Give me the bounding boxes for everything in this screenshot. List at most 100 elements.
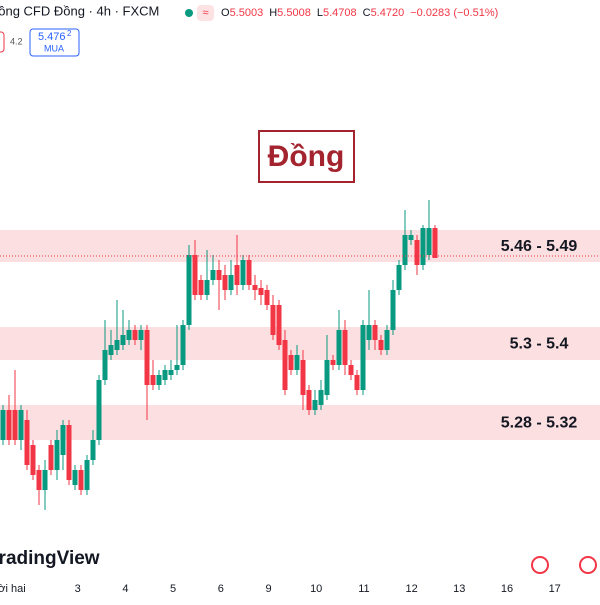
candle-body xyxy=(354,375,360,390)
candles xyxy=(0,200,438,510)
candle-body xyxy=(150,375,156,385)
candle-body xyxy=(18,410,24,440)
candle-body xyxy=(390,290,396,330)
badge xyxy=(197,5,214,21)
candle-body xyxy=(108,345,114,355)
candle-body xyxy=(114,340,120,350)
candle-body xyxy=(78,470,84,490)
zone-label: 5.46 - 5.49 xyxy=(501,238,578,255)
candle-body xyxy=(36,470,42,490)
ohlc-value: 5.5008 xyxy=(277,7,311,19)
candle-body xyxy=(144,330,150,385)
market-open-dot xyxy=(185,9,193,17)
event-flag[interactable] xyxy=(579,556,597,574)
candle-body xyxy=(426,228,432,255)
candle-body xyxy=(180,325,186,365)
buy-box[interactable] xyxy=(29,28,80,57)
candle-body xyxy=(282,340,288,390)
candle-body xyxy=(234,265,240,285)
candle-body xyxy=(102,350,108,380)
candle-body xyxy=(186,255,192,325)
time-label: 9 xyxy=(265,583,271,595)
candle-body xyxy=(84,460,90,490)
candle-body xyxy=(210,270,216,280)
candle-body xyxy=(72,470,78,485)
time-label: 17 xyxy=(549,583,561,595)
candle-body xyxy=(276,305,282,345)
candle-body xyxy=(228,275,234,290)
ohlc-value: −0.0283 (−0.51%) xyxy=(410,7,498,19)
candle-body xyxy=(60,425,66,455)
time-label: 16 xyxy=(501,583,513,595)
annotation-box xyxy=(258,130,355,183)
ohlc-value: 5.4720 xyxy=(371,7,405,19)
candle-body xyxy=(324,360,330,395)
candle-body xyxy=(264,290,270,305)
candle-body xyxy=(402,235,408,265)
candle-body xyxy=(300,360,306,395)
badge-icon: ≈ xyxy=(202,7,208,19)
candle-body xyxy=(192,255,198,295)
candle-body xyxy=(408,235,414,240)
time-label: 6 xyxy=(218,583,224,595)
time-axis: ời hai 3 4 5 6 9 10 11 12 13 16 17 xyxy=(0,583,561,595)
candle-body xyxy=(24,420,30,465)
buy-label: MUA xyxy=(44,43,64,53)
zones: 5.46 - 5.49 5.3 - 5.4 5.28 - 5.32 xyxy=(0,230,600,440)
candle-body xyxy=(342,330,348,365)
candle-body xyxy=(42,470,48,490)
ohlc-label: C xyxy=(363,7,371,19)
candle-body xyxy=(168,370,174,375)
candle-body xyxy=(294,355,300,370)
candle-body xyxy=(252,285,258,290)
candle-body xyxy=(156,375,162,385)
candle-body xyxy=(30,445,36,475)
time-label: ời hai xyxy=(0,583,26,595)
candle-body xyxy=(12,410,18,440)
candle-body xyxy=(54,440,60,470)
zone xyxy=(0,327,600,360)
candle-body xyxy=(318,390,324,405)
candle-body xyxy=(306,390,312,410)
candle-body xyxy=(216,270,222,280)
candle-body xyxy=(126,330,132,340)
logo: TradingView xyxy=(0,548,100,569)
sell-box xyxy=(0,31,5,53)
time-label: 13 xyxy=(453,583,465,595)
candle-body xyxy=(414,240,420,265)
candle-body xyxy=(348,365,354,375)
candle-body xyxy=(270,305,276,335)
time-label: 5 xyxy=(170,583,176,595)
zone xyxy=(0,230,600,262)
candle-body xyxy=(162,370,168,380)
candle-body xyxy=(198,280,204,295)
candle-body xyxy=(258,288,264,295)
candle-body xyxy=(6,410,12,440)
annotation: Đồng xyxy=(268,140,345,173)
candle-body xyxy=(336,330,342,365)
candle-body xyxy=(378,340,384,350)
zone-label: 5.28 - 5.32 xyxy=(501,415,578,432)
candle-body xyxy=(90,440,96,460)
spread: 4.2 xyxy=(10,36,23,46)
time-label: 12 xyxy=(405,583,417,595)
ohlc-value: 5.4708 xyxy=(323,7,357,19)
ohlc-label: O xyxy=(221,7,230,19)
candle-body xyxy=(66,425,72,480)
ohlc-label: H xyxy=(269,7,277,19)
ohlc: O5.5003 H5.5008 L5.4708 C5.4720 −0.0283 (−0.… xyxy=(221,7,498,19)
time-label: 11 xyxy=(358,583,369,595)
candle-body xyxy=(420,228,426,265)
event-flag[interactable] xyxy=(531,556,549,574)
candle-body xyxy=(312,400,318,410)
candle-body xyxy=(372,325,378,340)
buy-price-sup: 2 xyxy=(67,29,72,38)
candle-body xyxy=(246,260,252,285)
candle-body xyxy=(96,380,102,440)
candle-body xyxy=(138,330,144,340)
ohlc-label: L xyxy=(317,7,323,19)
candle-body xyxy=(240,260,246,285)
buy-price: 5.476 xyxy=(38,31,66,43)
